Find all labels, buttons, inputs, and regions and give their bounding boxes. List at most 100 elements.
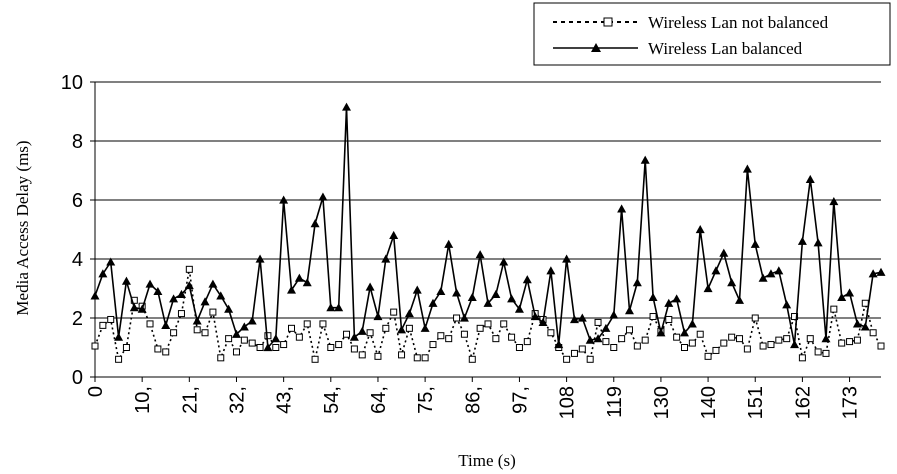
gridlines [95,81,881,319]
point-balanced [483,298,493,307]
x-tick-label: 32, [226,386,248,414]
point-balanced [852,319,862,328]
point-balanced [114,332,124,341]
point-balanced [538,317,548,327]
point-balanced [656,328,666,337]
legend-items [553,17,638,52]
point-balanced [829,196,839,206]
point-balanced [373,312,383,321]
point-not-balanced [421,354,429,362]
point-balanced [727,278,737,287]
point-not-balanced [846,338,854,346]
point-not-balanced [759,342,767,350]
point-not-balanced [688,339,696,347]
point-balanced [404,309,414,318]
x-tick-label: 10, [132,386,154,414]
point-not-balanced [728,333,736,341]
point-balanced [318,192,328,201]
point-balanced [412,285,422,294]
point-not-balanced [751,314,759,322]
x-tick-label: 0 [85,386,107,397]
point-not-balanced [720,339,728,347]
point-not-balanced [280,341,288,349]
point-balanced [680,328,689,337]
point-not-balanced [154,345,162,353]
point-not-balanced [822,349,830,357]
point-balanced [632,278,642,287]
point-not-balanced [515,344,523,351]
point-not-balanced [869,329,877,337]
point-not-balanced [91,342,99,350]
point-not-balanced [343,330,351,338]
point-balanced [224,304,234,313]
point-not-balanced [390,308,398,316]
x-tick-label: 140 [698,386,720,419]
point-not-balanced [232,348,240,356]
point-not-balanced [107,315,115,323]
point-balanced [554,340,564,349]
point-not-balanced [798,354,806,362]
legend-label-balanced: Wireless Lan balanced [648,39,803,58]
point-not-balanced [374,352,382,360]
point-balanced [389,230,399,239]
point-balanced [121,276,131,285]
point-not-balanced [861,299,869,307]
point-not-balanced [209,308,217,316]
point-not-balanced [319,320,327,328]
legend-label-not-balanced: Wireless Lan not balanced [648,13,829,32]
point-balanced [585,335,595,344]
point-balanced [499,257,509,266]
x-tick-label: 119 [604,386,626,418]
point-balanced [617,204,627,213]
point-not-balanced [382,324,390,332]
point-balanced [98,269,108,278]
point-not-balanced [523,338,531,346]
point-not-balanced [625,326,633,334]
point-balanced [546,266,556,275]
point-not-balanced [563,355,571,363]
point-not-balanced [476,324,484,332]
point-not-balanced [681,344,688,351]
point-balanced [184,281,194,290]
x-tick-label: 97, [509,386,531,414]
point-not-balanced [429,341,437,349]
point-balanced [522,275,532,284]
y-tick-labels: 0 2 4 6 8 10 [61,72,83,389]
x-tick-label: 162 [792,386,814,419]
point-not-balanced [413,354,421,362]
y-tick-label: 6 [72,190,83,212]
point-not-balanced [547,329,555,337]
point-balanced [334,303,344,312]
point-not-balanced [492,335,500,343]
point-balanced [609,310,619,319]
point-not-balanced [665,315,673,323]
x-tick-label: 130 [651,386,673,419]
point-balanced [169,294,179,303]
point-balanced [287,285,296,294]
point-balanced [294,273,304,282]
point-balanced [176,289,186,298]
point-not-balanced [704,352,712,360]
point-not-balanced [327,344,335,351]
point-balanced [231,329,241,338]
x-tick-label: 54, [321,386,343,414]
x-tick-label: 21, [179,386,201,414]
point-not-balanced [578,345,586,353]
legend-marker-balanced [591,43,601,52]
point-not-balanced [602,338,610,346]
point-balanced [444,239,454,248]
point-not-balanced [272,344,280,351]
point-balanced [797,236,807,245]
point-balanced [530,312,540,321]
point-not-balanced [633,342,641,350]
point-not-balanced [350,345,358,353]
point-not-balanced [311,355,319,363]
point-balanced [357,326,367,335]
point-not-balanced [115,355,123,363]
point-not-balanced [853,336,861,344]
point-balanced [271,334,281,343]
point-balanced [562,254,572,263]
point-balanced [664,298,674,307]
point-not-balanced [225,335,233,343]
